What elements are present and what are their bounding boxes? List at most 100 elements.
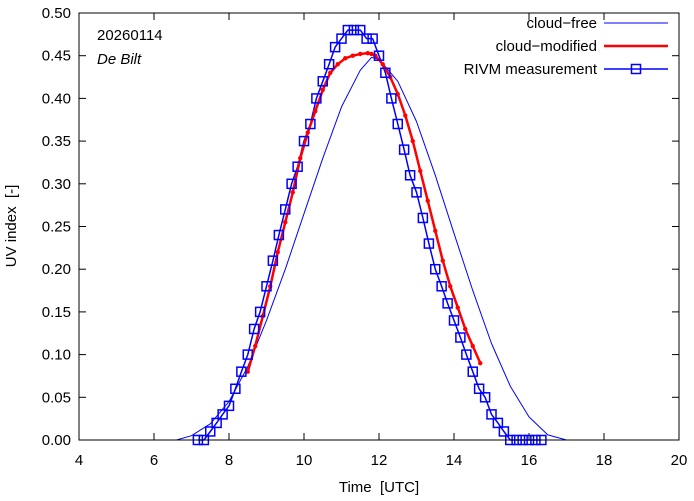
- plot-frame: [78, 12, 680, 441]
- rivm-measurement-marker: [305, 118, 316, 130]
- cloud-modified-point: [369, 51, 374, 57]
- rivm-measurement-marker: [423, 238, 435, 249]
- cloud-modified-point: [328, 70, 333, 75]
- x-tick-label: 8: [225, 452, 233, 469]
- rivm-measurement-marker: [336, 33, 347, 44]
- rivm-measurement-marker: [230, 383, 241, 395]
- rivm-measurement-marker: [317, 76, 328, 87]
- rivm-measurement-marker: [473, 383, 485, 395]
- rivm-measurement-marker: [367, 33, 378, 44]
- cloud-modified-point: [253, 343, 258, 349]
- cloud-modified-point: [245, 369, 250, 374]
- y-tick-label: 0.25: [42, 219, 71, 236]
- date-label: 20260114: [97, 27, 163, 44]
- cloud-modified-point: [448, 284, 453, 289]
- rivm-measurement-marker: [498, 426, 510, 437]
- y-tick-label: 0.35: [42, 133, 71, 150]
- rivm-measurement-marker: [430, 263, 441, 275]
- rivm-measurement-marker: [311, 93, 322, 104]
- cloud-modified-point: [298, 155, 303, 161]
- x-tick-label: 10: [296, 452, 313, 469]
- cloud-modified-point: [470, 343, 475, 349]
- cloud-modified-point: [455, 305, 460, 310]
- rivm-measurement-marker: [461, 349, 472, 360]
- legend-marker-rivm-measurement: [630, 63, 642, 75]
- y-tick-label: 0.00: [42, 432, 71, 449]
- rivm-measurement-marker: [217, 409, 228, 420]
- x-tick-label: 6: [150, 452, 158, 469]
- cloud-modified-point: [283, 220, 288, 225]
- cloud-modified-point: [478, 360, 483, 366]
- rivm-measurement-marker: [386, 93, 397, 104]
- x-tick-label: 16: [521, 452, 538, 469]
- rivm-measurement-marker: [248, 323, 260, 335]
- rivm-measurement-marker: [492, 417, 504, 429]
- cloud-modified-point: [433, 228, 438, 233]
- y-tick-label: 0.40: [42, 90, 71, 107]
- rivm-measurement-marker: [323, 58, 335, 70]
- cloud-modified-point: [395, 91, 400, 97]
- rivm-measurement-marker: [442, 298, 453, 309]
- cloud-modified-point: [335, 62, 340, 67]
- rivm-measurement-marker: [467, 366, 478, 377]
- legend-label-cloud-free: cloud−free: [527, 15, 597, 32]
- series-line-rivm-measurement: [197, 29, 542, 441]
- rivm-measurement-marker: [211, 417, 222, 429]
- rivm-measurement-marker: [298, 135, 310, 147]
- rivm-measurement-marker: [348, 24, 360, 36]
- x-tick-label: 20: [671, 452, 688, 469]
- rivm-measurement-marker: [411, 187, 422, 198]
- legend-label-cloud-modified: cloud−modified: [496, 38, 597, 55]
- series-line-cloud-free: [176, 56, 567, 441]
- y-tick-label: 0.20: [42, 261, 71, 278]
- cloud-modified-point: [343, 56, 348, 61]
- rivm-measurement-marker: [486, 409, 497, 420]
- rivm-measurement-marker: [398, 144, 410, 155]
- cloud-modified-point: [380, 62, 385, 67]
- cloud-modified-point: [365, 50, 370, 56]
- rivm-measurement-marker: [292, 161, 303, 172]
- rivm-measurement-marker: [261, 281, 272, 292]
- cloud-modified-point: [320, 87, 325, 93]
- cloud-modified-point: [305, 130, 310, 135]
- cloud-modified-point: [418, 168, 423, 174]
- x-axis-label: Time [UTC]: [339, 479, 419, 496]
- tick-labels: 4 6 8 10 12 14 16 18 20 0.00 0.05 0.10 0.15 0.20 0.25 0…: [42, 5, 688, 469]
- rivm-measurement-marker: [417, 212, 429, 224]
- y-tick-label: 0.15: [42, 304, 71, 321]
- rivm-measurement-marker: [448, 315, 460, 326]
- y-axis-label: UV index [-]: [3, 185, 20, 268]
- y-tick-label: 0.05: [42, 389, 71, 406]
- rivm-measurement-marker: [236, 366, 247, 377]
- cloud-modified-point: [313, 109, 318, 114]
- rivm-measurement-marker: [205, 426, 216, 437]
- y-tick-label: 0.45: [42, 48, 71, 65]
- y-tick-label: 0.30: [42, 176, 71, 193]
- rivm-measurement-marker: [404, 170, 416, 181]
- cloud-modified-point: [410, 138, 415, 144]
- cloud-modified-point: [275, 249, 280, 255]
- rivm-measurement-marker: [254, 306, 266, 318]
- legend-label-rivm-measurement: RIVM measurement: [464, 61, 598, 78]
- legend: cloud−free cloud−modified RIVM measureme…: [464, 15, 668, 78]
- rivm-measurement-marker: [286, 178, 297, 190]
- rivm-measurement-marker: [392, 118, 403, 130]
- cloud-modified-point: [440, 258, 445, 263]
- x-tick-label: 12: [371, 452, 388, 469]
- x-tick-label: 14: [446, 452, 463, 469]
- rivm-measurement-marker: [223, 400, 235, 412]
- rivm-measurement-marker: [479, 392, 491, 403]
- rivm-measurement-marker: [267, 255, 279, 266]
- rivm-measurement-marker: [355, 24, 366, 36]
- rivm-measurement-marker: [455, 332, 466, 343]
- y-tick-label: 0.10: [42, 347, 71, 364]
- rivm-measurement-marker: [380, 67, 391, 79]
- rivm-measurement-marker: [280, 204, 291, 215]
- cloud-modified-point: [463, 326, 468, 332]
- cloud-modified-point: [425, 198, 430, 204]
- location-label: De Bilt: [97, 51, 142, 68]
- rivm-measurement-marker: [342, 24, 354, 36]
- cloud-modified-point: [358, 51, 363, 57]
